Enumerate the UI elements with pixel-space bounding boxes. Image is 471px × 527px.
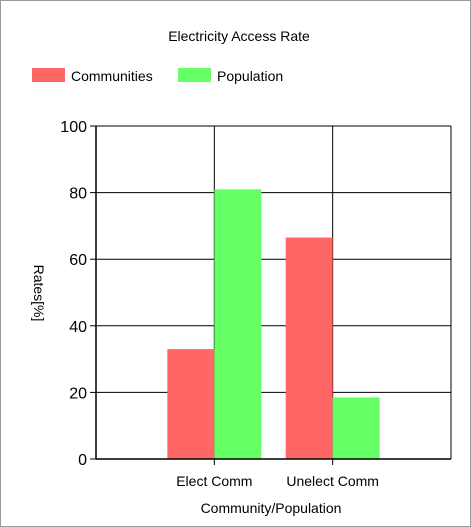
bar-population [214,189,262,459]
y-tick-label: 80 [69,186,87,203]
legend-swatch-communities [32,68,65,82]
bar-communities [167,349,215,459]
legend-label-population: Population [217,68,283,84]
bars [167,189,380,459]
legend: Communities Population [32,68,283,84]
y-axis-label: Rates[%] [31,265,47,322]
bar-population [332,397,380,459]
bar-communities [285,237,333,459]
chart-title: Electricity Access Rate [168,28,310,44]
legend-label-communities: Communities [71,68,153,84]
y-tick-label: 20 [69,385,87,402]
x-axis-label: Community/Population [201,500,342,516]
y-tick-label: 40 [69,319,87,336]
plot-grid [96,125,452,460]
x-tick-label: Unelect Comm [286,473,379,489]
y-axis: 0 20 40 60 80 100 [60,119,97,469]
y-tick-label: 60 [69,252,87,269]
y-tick-label: 100 [60,119,87,136]
legend-swatch-population [178,68,211,82]
x-axis: Elect Comm Unelect Comm [96,458,451,489]
x-tick-label: Elect Comm [176,473,252,489]
y-tick-label: 0 [78,452,87,469]
